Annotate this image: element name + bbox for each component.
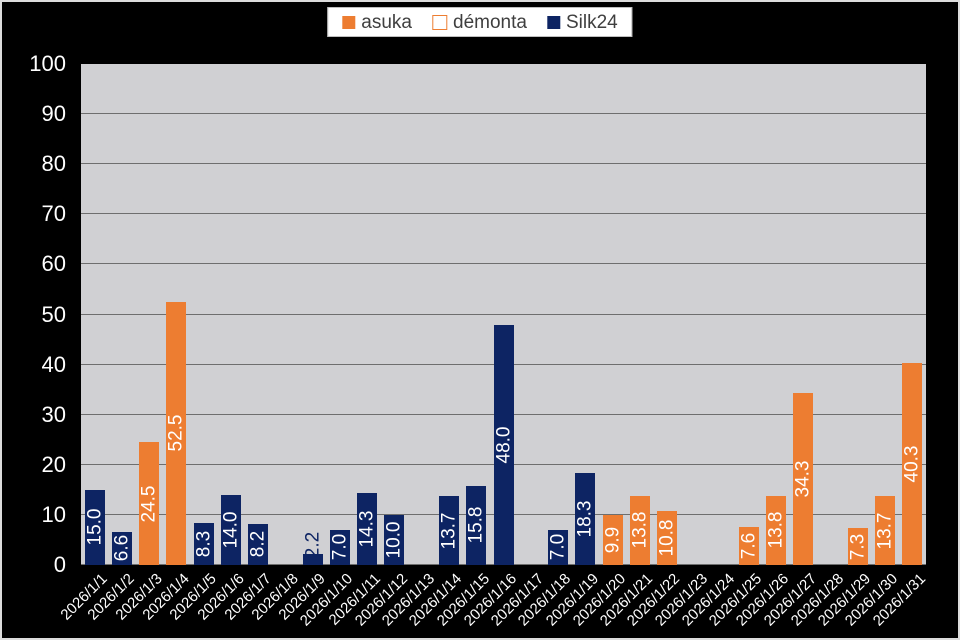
bar-asuka-2026-1-31[interactable] (902, 363, 923, 565)
y-axis-label: 90 (41, 101, 66, 127)
y-axis-label: 50 (41, 301, 66, 327)
gridline (81, 113, 926, 115)
y-axis-label: 10 (41, 501, 66, 527)
y-axis-label: 70 (41, 201, 66, 227)
gridline (81, 163, 926, 165)
gridline (81, 313, 926, 315)
y-axis-label: 80 (41, 151, 66, 177)
bar-silk24-2026-1-11[interactable] (357, 493, 378, 565)
legend-item-demonta[interactable]: démonta (432, 13, 527, 32)
bar-silk24-2026-1-19[interactable] (575, 473, 596, 565)
bar-silk24-2026-1-2[interactable] (111, 531, 132, 565)
bar-silk24-2026-1-5[interactable] (193, 523, 214, 565)
bar-asuka-2026-1-30[interactable] (875, 496, 896, 565)
legend-item-label: Silk24 (565, 11, 618, 33)
bar-silk24-2026-1-15[interactable] (466, 485, 487, 565)
legend-swatch-solid (342, 15, 356, 29)
bar-silk24-2026-1-1[interactable] (84, 489, 105, 565)
bar-silk24-2026-1-16[interactable] (493, 324, 514, 565)
bar-silk24-2026-1-10[interactable] (329, 529, 350, 565)
bar-asuka-2026-1-4[interactable] (166, 301, 187, 565)
bar-asuka-2026-1-27[interactable] (793, 393, 814, 565)
bar-asuka-2026-1-21[interactable] (629, 495, 650, 565)
legend-item-silk24[interactable]: Silk24 (546, 11, 618, 33)
y-axis-label: 30 (41, 401, 66, 427)
bar-asuka-2026-1-20[interactable] (602, 515, 623, 565)
bar-asuka-2026-1-26[interactable] (766, 495, 787, 565)
bar-asuka-2026-1-25[interactable] (738, 526, 759, 565)
legend-swatch-solid (546, 15, 560, 29)
plot-area: 24.5 52.5 9.9 13.8 10.8 7.6 13.8 34.3 7.3 13.7 40.… (81, 64, 926, 565)
bar-silk24-2026-1-6[interactable] (220, 494, 241, 565)
legend-swatch-outline (432, 14, 447, 30)
bar-silk24-2026-1-7[interactable] (248, 523, 269, 565)
y-axis-label: 100 (29, 51, 66, 76)
legend-item-label: asuka (361, 11, 412, 33)
bar-asuka-2026-1-3[interactable] (139, 442, 160, 565)
bar-asuka-2026-1-29[interactable] (847, 528, 868, 565)
legend-item-asuka[interactable]: asuka (342, 13, 412, 32)
gridline (81, 263, 926, 265)
y-axis-label: 60 (41, 251, 66, 277)
bar-silk24-2026-1-12[interactable] (384, 514, 405, 565)
bar-silk24-2026-1-18[interactable] (548, 529, 569, 565)
bar-silk24-2026-1-14[interactable] (438, 496, 459, 565)
gridline (81, 213, 926, 215)
y-axis-label: 0 (53, 552, 66, 577)
bar-asuka-2026-1-22[interactable] (657, 510, 678, 565)
y-axis-label: 40 (41, 351, 66, 377)
legend-item-label: démonta (453, 11, 527, 33)
y-axis-label: 20 (41, 451, 66, 477)
legend: asuka démonta Silk24 (327, 7, 633, 37)
bar-silk24-2026-1-9[interactable] (302, 553, 323, 565)
